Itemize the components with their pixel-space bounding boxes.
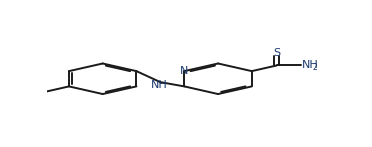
Text: NH: NH bbox=[151, 80, 167, 90]
Text: 2: 2 bbox=[312, 63, 317, 72]
Text: NH: NH bbox=[301, 60, 318, 70]
Text: N: N bbox=[180, 66, 188, 76]
Text: S: S bbox=[273, 48, 280, 58]
